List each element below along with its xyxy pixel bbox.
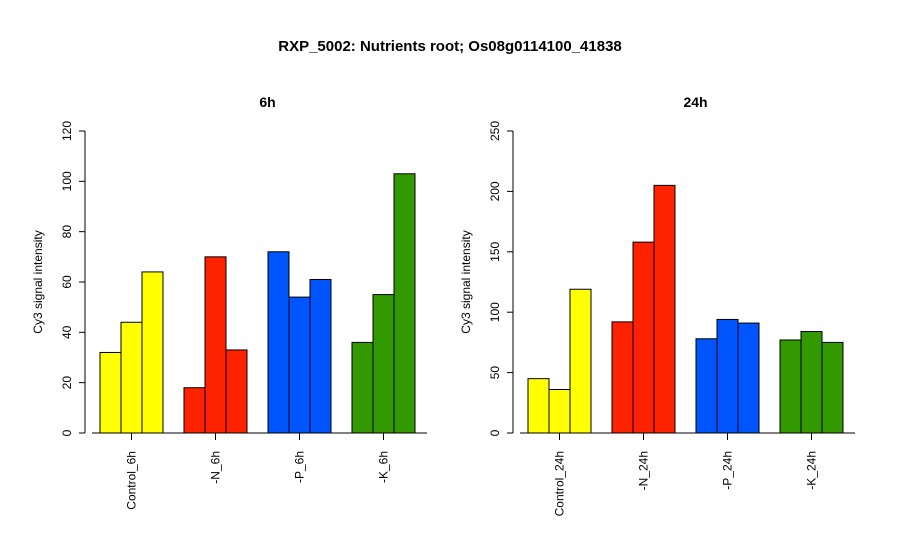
bar-1-0-0 [527,378,550,434]
x-tick-label-1-3: -K_24h [805,451,819,490]
bar-1-0-2 [569,288,592,434]
y-tick-label-0-3: 60 [60,275,74,289]
bar-0-1-0 [183,387,206,434]
y-axis-label-1: Cy3 signal intensity [459,230,473,333]
y-tick-label-1-2: 100 [488,302,502,322]
bar-1-3-2 [821,341,844,434]
bar-0-3-2 [393,173,416,434]
y-tick-label-1-3: 150 [488,241,502,261]
y-tick-label-0-0: 0 [60,429,74,436]
bar-1-2-2 [737,322,760,434]
bar-1-1-2 [653,184,676,434]
x-tick-label-0-3: -K_6h [377,451,391,483]
bar-1-3-1 [800,331,823,434]
x-tick-label-0-0: Control_6h [125,451,139,510]
y-tick-label-1-4: 200 [488,181,502,201]
y-tick-label-1-1: 50 [488,366,502,380]
bar-0-2-2 [309,278,332,434]
bar-0-1-2 [225,349,248,434]
bar-0-0-1 [120,321,143,434]
panel-title-0: 6h [259,94,275,110]
bar-0-3-0 [351,341,374,434]
bar-1-2-1 [716,318,739,434]
y-tick-label-0-6: 120 [60,121,74,141]
bar-0-2-1 [288,296,311,434]
bar-0-0-2 [141,271,164,434]
x-tick-label-0-2: -P_6h [293,451,307,483]
x-tick-label-1-2: -P_24h [721,451,735,490]
y-tick-label-0-2: 40 [60,325,74,339]
bar-1-1-0 [611,321,634,434]
bar-1-2-0 [695,338,718,434]
bar-0-2-0 [267,251,290,434]
bar-0-1-1 [204,256,227,434]
x-tick-label-1-1: -N_24h [637,451,651,490]
bar-1-3-0 [779,339,802,434]
y-tick-label-1-5: 250 [488,121,502,141]
y-tick-label-0-1: 20 [60,376,74,390]
y-tick-label-0-4: 80 [60,225,74,239]
panel-title-1: 24h [683,94,707,110]
bar-1-1-1 [632,241,655,434]
bar-0-3-1 [372,294,395,434]
y-axis-label-0: Cy3 signal intensity [31,230,45,333]
bar-1-0-1 [548,389,571,434]
y-tick-label-0-5: 100 [60,171,74,191]
bar-0-0-0 [99,351,122,434]
main-title: RXP_5002: Nutrients root; Os08g0114100_4… [278,38,622,55]
x-tick-label-0-1: -N_6h [209,451,223,484]
x-tick-label-1-0: Control_24h [553,451,567,516]
y-tick-label-1-0: 0 [488,429,502,436]
